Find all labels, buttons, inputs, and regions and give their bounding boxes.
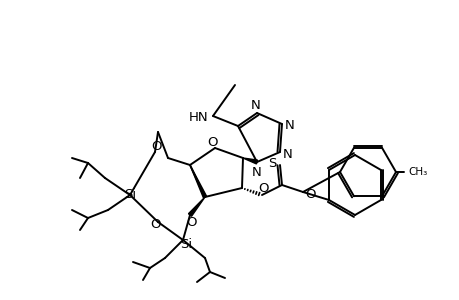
Text: N: N: [251, 98, 260, 112]
Text: Si: Si: [179, 238, 192, 250]
Text: CH₃: CH₃: [407, 167, 426, 177]
Polygon shape: [188, 197, 205, 216]
Text: N: N: [285, 118, 294, 131]
Text: O: O: [207, 136, 218, 148]
Text: O: O: [186, 217, 197, 230]
Text: HN: HN: [188, 110, 207, 124]
Text: O: O: [258, 182, 269, 194]
Text: N: N: [252, 166, 261, 178]
Text: N: N: [282, 148, 292, 160]
Text: Si: Si: [123, 188, 136, 202]
Text: O: O: [305, 188, 316, 200]
Text: O: O: [151, 140, 162, 152]
Polygon shape: [242, 158, 257, 164]
Text: O: O: [151, 218, 161, 230]
Polygon shape: [190, 165, 206, 198]
Text: S: S: [267, 157, 275, 169]
